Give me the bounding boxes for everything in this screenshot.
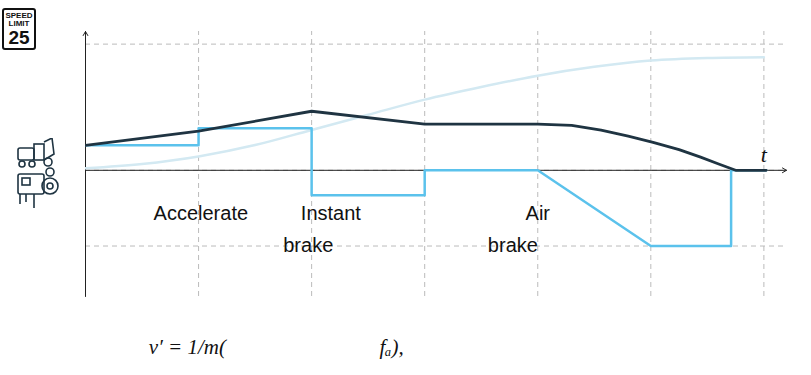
svg-text:Accelerate: Accelerate bbox=[154, 202, 249, 224]
svg-text:t: t bbox=[761, 142, 768, 167]
svg-text:Air: Air bbox=[526, 202, 551, 224]
html-text:LIMIT: LIMIT bbox=[8, 19, 30, 28]
svg-text:v′ = 1/m(: v′ = 1/m( bbox=[149, 335, 228, 359]
html-text:25: 25 bbox=[8, 27, 30, 48]
svg-text:brake: brake bbox=[283, 234, 333, 256]
svg-text:fₐ),: fₐ), bbox=[379, 335, 403, 359]
svg-text:brake: brake bbox=[488, 234, 538, 256]
html-text:SPEED: SPEED bbox=[5, 11, 33, 20]
svg-text:Instant: Instant bbox=[301, 202, 361, 224]
